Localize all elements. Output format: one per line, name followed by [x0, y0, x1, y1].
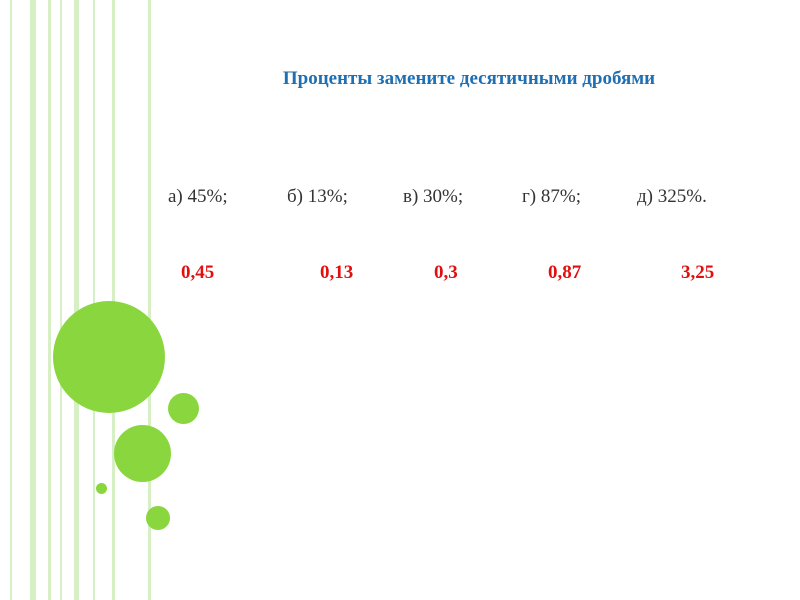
stripe — [112, 0, 115, 600]
medium-green-circle — [114, 425, 171, 482]
tiny-green-circle — [96, 483, 107, 494]
answer-e: 3,25 — [681, 262, 715, 283]
stripe — [30, 0, 36, 600]
slide-title: Проценты замените десятичными дробями — [282, 68, 656, 89]
question-c: в) 30%; — [403, 186, 464, 207]
answer-c: 0,3 — [434, 262, 458, 283]
question-e: д) 325%. — [637, 186, 707, 207]
large-green-circle — [53, 301, 165, 413]
question-b: б) 13%; — [287, 186, 348, 207]
answer-d: 0,87 — [548, 262, 582, 283]
small-green-circle — [146, 506, 170, 530]
stripe — [48, 0, 51, 600]
stripe — [74, 0, 79, 600]
answer-b: 0,13 — [320, 262, 354, 283]
question-d: г) 87%; — [522, 186, 581, 207]
stripe — [148, 0, 151, 600]
stripe — [93, 0, 95, 600]
small-green-circle — [168, 393, 199, 424]
stripe — [10, 0, 12, 600]
stripe — [60, 0, 62, 600]
answer-a: 0,45 — [181, 262, 215, 283]
question-a: а) 45%; — [168, 186, 228, 207]
